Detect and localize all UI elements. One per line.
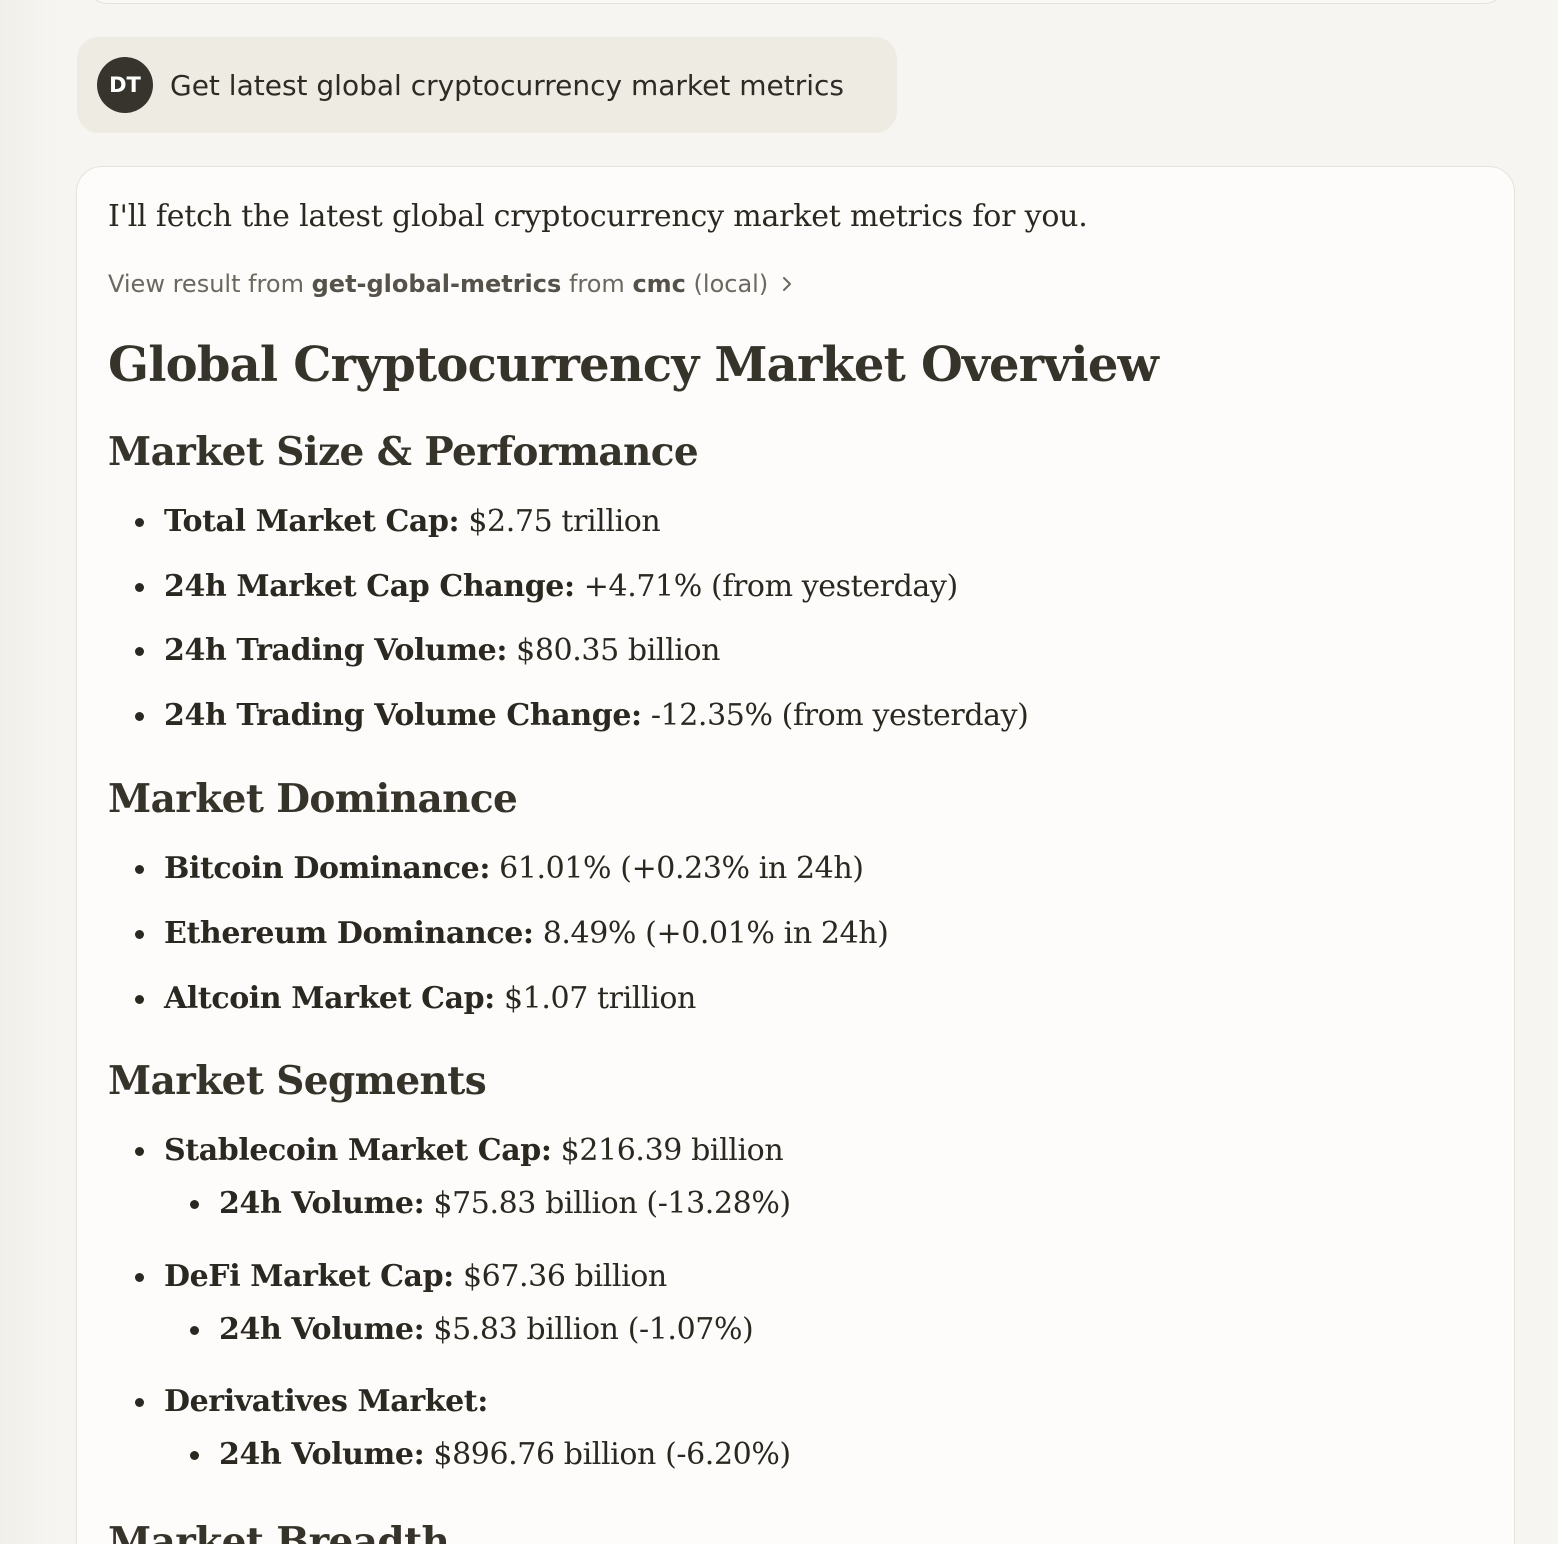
sub-list-item: 24h Volume: $896.76 billion (-6.20%) <box>190 1437 791 1472</box>
assistant-intro: I'll fetch the latest global cryptocurre… <box>108 199 1088 234</box>
list-item: 24h Trading Volume Change: -12.35% (from… <box>134 698 1029 733</box>
item-label: 24h Volume: <box>219 1186 425 1221</box>
tool-result-middle: from <box>568 270 625 298</box>
item-value: $75.83 billion (-13.28%) <box>424 1186 791 1221</box>
item-value: -12.35% (from yesterday) <box>641 698 1029 733</box>
tool-name: get-global-metrics <box>311 270 562 298</box>
item-label: 24h Market Cap Change: <box>164 569 575 604</box>
list-item: DeFi Market Cap: $67.36 billion <box>135 1259 667 1294</box>
item-label: DeFi Market Cap: <box>164 1259 454 1294</box>
item-value: $67.36 billion <box>453 1259 667 1294</box>
item-value: $80.35 billion <box>507 633 721 668</box>
sub-list-item: 24h Volume: $75.83 billion (-13.28%) <box>190 1186 791 1221</box>
item-label: Altcoin Market Cap: <box>164 981 495 1016</box>
user-message-text: Get latest global cryptocurrency market … <box>170 68 844 102</box>
item-label: Derivatives Market: <box>164 1384 488 1419</box>
item-label: Total Market Cap: <box>164 504 460 539</box>
sub-list-item: 24h Volume: $5.83 billion (-1.07%) <box>189 1312 754 1347</box>
list-item: Ethereum Dominance: 8.49% (+0.01% in 24h… <box>134 916 889 951</box>
item-label: 24h Trading Volume: <box>164 633 508 668</box>
tool-result-prefix: View result from <box>108 270 304 298</box>
tool-server: cmc <box>632 270 686 298</box>
list-item: Stablecoin Market Cap: $216.39 billion <box>134 1133 784 1168</box>
item-label: 24h Volume: <box>219 1437 425 1472</box>
item-label: Ethereum Dominance: <box>164 916 534 951</box>
item-value: 8.49% (+0.01% in 24h) <box>533 916 889 951</box>
previous-message-card <box>86 0 1506 4</box>
item-label: 24h Trading Volume Change: <box>164 698 642 733</box>
item-label: 24h Volume: <box>219 1312 425 1347</box>
item-label: Bitcoin Dominance: <box>164 851 490 886</box>
item-value: $896.76 billion (-6.20%) <box>424 1437 791 1472</box>
section-heading-market-breadth: Market Breadth <box>108 1519 450 1544</box>
list-item: Bitcoin Dominance: 61.01% (+0.23% in 24h… <box>135 851 864 886</box>
list-item: Altcoin Market Cap: $1.07 trillion <box>135 981 696 1016</box>
section-heading-market-dominance: Market Dominance <box>108 776 518 822</box>
chevron-right-icon <box>780 275 794 293</box>
item-value: $216.39 billion <box>551 1133 784 1168</box>
item-value: $2.75 trillion <box>459 504 661 539</box>
section-heading-market-size: Market Size & Performance <box>108 429 699 475</box>
tool-result-link[interactable]: View result from get-global-metrics from… <box>108 270 794 298</box>
item-value: 61.01% (+0.23% in 24h) <box>490 851 864 886</box>
item-value: $5.83 billion (-1.07%) <box>424 1312 754 1347</box>
assistant-response: I'll fetch the latest global cryptocurre… <box>76 166 1515 1544</box>
list-item: Derivatives Market: <box>135 1384 488 1419</box>
section-heading-market-segments: Market Segments <box>108 1058 487 1104</box>
response-title: Global Cryptocurrency Market Overview <box>108 337 1159 393</box>
list-item: 24h Market Cap Change: +4.71% (from yest… <box>135 569 958 604</box>
user-message: DT Get latest global cryptocurrency mark… <box>77 37 897 133</box>
list-item: Total Market Cap: $2.75 trillion <box>134 504 661 539</box>
tool-result-suffix: (local) <box>693 270 769 298</box>
item-label: Stablecoin Market Cap: <box>164 1133 552 1168</box>
item-value: +4.71% (from yesterday) <box>574 569 958 604</box>
page-edge-shade <box>0 0 60 1544</box>
item-value: $1.07 trillion <box>494 981 696 1016</box>
user-avatar[interactable]: DT <box>97 57 153 113</box>
list-item: 24h Trading Volume: $80.35 billion <box>134 633 721 668</box>
